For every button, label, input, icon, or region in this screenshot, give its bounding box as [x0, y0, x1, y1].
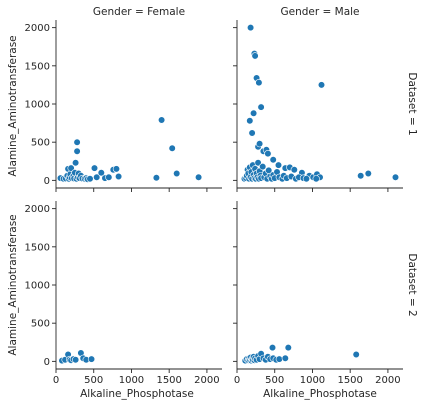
x-axis-title-col-1: Alkaline_Phosphotase: [80, 388, 194, 400]
panel-r2-c1-xtick-label-4: 2000: [194, 375, 219, 386]
panel-r1-c2-point-4: [255, 78, 263, 87]
panel-r2-c1: 0 500 1000 1500 2000 0 500 1000 1500 2000: [25, 201, 222, 386]
panel-r2-c1-point-10: [87, 355, 96, 363]
panel-r1-c2-point-24: [317, 81, 326, 89]
row-title-dataset-1: Dataset = 1: [406, 72, 418, 135]
panel-r1-c2-point-7: [246, 117, 254, 125]
panel-r2-c2-point-23: [275, 355, 283, 363]
panel-r1-c2-point-68: [302, 175, 311, 183]
panel-r2-c2-point-20: [268, 344, 277, 352]
panel-r2-c2-point-26: [352, 350, 360, 359]
y-axis-title-row-1: Alamine_Aminotransferase: [7, 35, 19, 176]
panel-r1-c1-ytick-label-2: 1000: [25, 100, 50, 111]
panel-r1-c1-ytick-label-0: 0: [44, 176, 50, 187]
panel-r1-c2-point-10: [256, 140, 264, 148]
panel-r2-c1-ytick-label-3: 1500: [25, 242, 50, 253]
panel-r2-c2: 0 500 1000 1500 2000: [233, 201, 403, 386]
col-title-female: Gender = Female: [93, 6, 185, 18]
panel-r1-c1-point-34: [152, 174, 160, 182]
panel-r1-c2-point-5: [257, 103, 265, 111]
panel-r2-c1-xtick-label-1: 500: [84, 375, 103, 386]
panel-r2-c1-xtick-label-0: 0: [53, 375, 59, 386]
panel-r2-c2-xtick-label-2: 1000: [300, 375, 325, 386]
panel-r1-c1-point-30: [105, 173, 113, 181]
panel-r1-c2-point-15: [274, 161, 283, 169]
panel-r1-c1: 0 500 1000 1500 2000: [25, 20, 222, 192]
panel-r2-c2-xtick-label-3: 1500: [337, 375, 362, 386]
panel-r1-c1-point-36: [168, 144, 176, 152]
panel-r1-c1-point-35: [158, 116, 166, 124]
row-title-dataset-2: Dataset = 2: [406, 253, 418, 316]
panel-r1-c1-point-32: [112, 165, 120, 173]
panel-r1-c2-point-25: [357, 172, 365, 180]
panel-r1-c2-point-8: [248, 129, 256, 137]
panel-r1-c1-ytick-label-4: 2000: [25, 23, 50, 34]
panel-r1-c1-point-33: [114, 172, 123, 181]
panel-r1-c1-point-38: [195, 173, 203, 181]
panel-r2-c1-xtick-label-2: 1000: [119, 375, 144, 386]
panel-r2-c2-point-24: [281, 354, 289, 362]
panel-r2-c1-ytick-label-4: 2000: [25, 204, 50, 215]
panel-r2-c2-xtick-label-0: 0: [234, 375, 240, 386]
panel-r1-c1-point-16: [73, 147, 81, 155]
panel-r1-c1-point-15: [73, 138, 81, 146]
panel-r1-c2-point-14: [269, 156, 277, 164]
panel-r1-c1-ytick-label-3: 1500: [25, 61, 50, 72]
panel-r1-c2-point-26: [364, 169, 372, 178]
panel-r1-c2-point-2: [251, 52, 259, 60]
col-title-male: Gender = Male: [280, 6, 359, 18]
panel-r2-c2-xtick-label-1: 500: [265, 375, 284, 386]
panel-r2-c2-point-25: [284, 344, 292, 352]
panel-r2-c1-ytick-label-1: 500: [31, 319, 50, 330]
panel-r1-c1-point-25: [86, 175, 94, 183]
panel-r1-c1-point-37: [173, 169, 181, 178]
panel-r1-c1-point-27: [93, 173, 101, 181]
panel-r1-c1-point-26: [90, 164, 99, 172]
panel-r1-c2-point-45: [254, 159, 262, 167]
panel-r2-c1-ytick-label-0: 0: [44, 357, 50, 368]
panel-r1-c2-point-50: [259, 163, 267, 171]
panel-r1-c2-point-13: [264, 150, 272, 158]
panel-r1-c1-point-13: [71, 159, 80, 167]
panel-r1-c2-point-27: [391, 173, 400, 181]
panel-r1-c1-point-28: [97, 169, 105, 177]
panel-r1-c2: [233, 20, 403, 192]
panel-r2-c2-xtick-label-4: 2000: [375, 375, 400, 386]
panel-r1-c2-point-69: [312, 175, 320, 183]
panel-r1-c2-point-6: [250, 109, 258, 117]
panel-r1-c2-point-0: [247, 24, 255, 32]
x-axis-title-col-2: Alkaline_Phosphotase: [263, 388, 377, 400]
panel-r1-c1-point-8: [67, 164, 75, 172]
panel-r2-c1-xtick-label-3: 1500: [156, 375, 181, 386]
panel-r1-c1-ytick-label-1: 500: [31, 138, 50, 149]
panel-r1-c2-point-18: [290, 166, 298, 174]
panel-r2-c1-ytick-label-2: 1000: [25, 281, 50, 292]
y-axis-title-row-2: Alamine_Aminotransferase: [7, 214, 19, 355]
panel-r2-c1-point-6: [71, 356, 80, 364]
